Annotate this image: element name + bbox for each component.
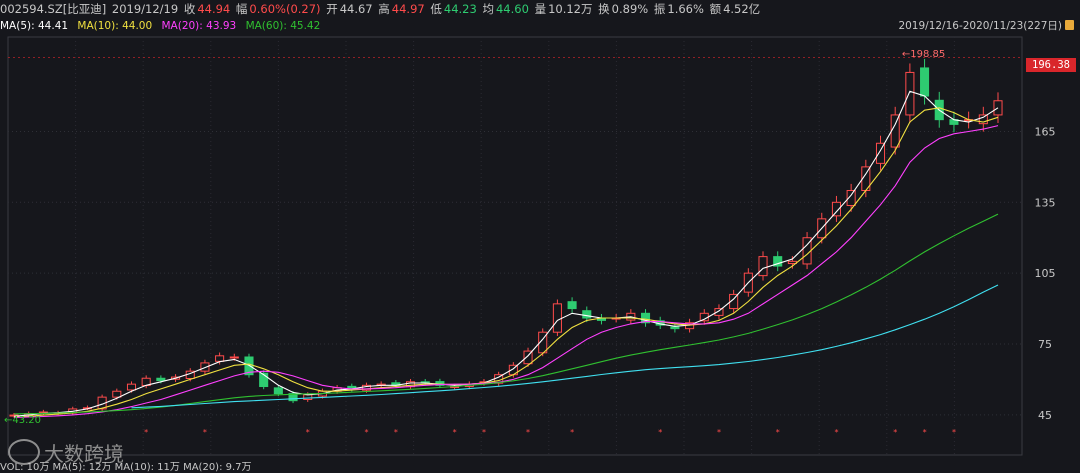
- signal-marker: *: [144, 428, 148, 437]
- candle-body: [905, 71, 915, 116]
- candle-body: [567, 301, 577, 310]
- avg-label: 均: [482, 2, 494, 16]
- volume-legend: VOL: 10万 MA(5): 12万 MA(10): 11万 MA(20): …: [0, 462, 252, 473]
- kline-chart[interactable]: 45 75 105 135 165 ←198.85 ←43.20 * * * * * * * * * * * * * *…: [0, 35, 1080, 462]
- min-annotation: ←43.20: [4, 415, 41, 426]
- candle-body: [259, 372, 269, 388]
- amp-label: 幅: [235, 2, 248, 16]
- current-price-tag: 196.38: [1026, 58, 1076, 72]
- candle-body: [758, 256, 768, 277]
- y-tick-label: 165: [1035, 125, 1056, 138]
- signal-marker: *: [453, 428, 457, 437]
- candle-body: [552, 303, 562, 333]
- candle-body: [890, 114, 900, 148]
- max-annotation: ←198.85: [902, 49, 945, 60]
- candle-body: [229, 356, 239, 359]
- turnover-value: 0.89%: [611, 2, 649, 16]
- signal-marker: *: [717, 428, 721, 437]
- candle-body: [670, 326, 680, 330]
- lock-icon[interactable]: [1065, 20, 1074, 30]
- y-tick-label: 45: [1038, 409, 1052, 422]
- ma5-legend: MA(5): 44.41: [0, 20, 69, 32]
- turnover-label: 换: [598, 2, 610, 16]
- candle-body: [156, 377, 166, 382]
- signal-marker: *: [526, 428, 530, 437]
- close-value: 44.94: [197, 2, 231, 16]
- swing-label: 振: [653, 2, 666, 16]
- watermark: 大数跨境: [8, 438, 124, 467]
- candle-body: [773, 256, 783, 267]
- signal-marker: *: [203, 428, 207, 437]
- signal-marker: *: [893, 428, 897, 437]
- ma-line-ma10: [13, 107, 999, 418]
- signal-marker: *: [306, 428, 310, 437]
- candle-body: [126, 383, 137, 391]
- candle-body: [112, 390, 122, 398]
- ma20-legend: MA(20): 43.93: [161, 20, 237, 32]
- amp-value: 0.60%(0.27): [249, 2, 321, 16]
- candle-body: [523, 350, 533, 365]
- close-label: 收: [183, 2, 196, 16]
- low-label: 低: [430, 2, 442, 16]
- candle-body: [978, 114, 988, 125]
- watermark-text: 大数跨境: [44, 442, 124, 466]
- ma-line-ma120: [131, 284, 999, 409]
- swing-value: 1.66%: [667, 2, 704, 16]
- ma60-legend: MA(60): 45.42: [245, 20, 321, 32]
- watermark-logo-icon: [8, 439, 40, 465]
- signal-marker: *: [394, 428, 398, 437]
- date-range[interactable]: 2019/12/16-2020/11/23(227日): [898, 18, 1074, 34]
- low-value: 44.23: [443, 2, 477, 16]
- candle-body: [640, 312, 651, 324]
- y-tick-label: 75: [1038, 338, 1052, 351]
- ma-line-ma60: [13, 213, 999, 415]
- candle-body: [920, 67, 930, 97]
- y-tick-label: 135: [1035, 196, 1056, 209]
- signal-marker: *: [923, 428, 927, 437]
- candle-body: [273, 387, 283, 395]
- open-value: 44.67: [339, 2, 373, 16]
- amount-value: 4.52亿: [723, 2, 761, 16]
- candle-body: [714, 308, 724, 316]
- ma-legend: MA(5): 44.41 MA(10): 44.00 MA(20): 43.93…: [0, 18, 326, 34]
- candle-body: [288, 393, 298, 402]
- signal-marker: *: [482, 428, 486, 437]
- candle-body: [361, 384, 372, 391]
- plot-frame: [7, 36, 1023, 456]
- quote-info-bar: 002594.SZ[比亚迪] 2019/12/19 收 44.94 幅 0.60%(…: [0, 0, 1080, 18]
- candle-body: [582, 310, 592, 319]
- vol-label: 量: [534, 2, 547, 16]
- ma10-legend: MA(10): 44.00: [77, 20, 153, 32]
- vol-value: 10.12万: [548, 2, 593, 16]
- quote-date: 2019/12/19: [111, 2, 179, 16]
- signal-marker: *: [364, 428, 368, 437]
- high-label: 高: [378, 2, 390, 16]
- signal-marker: *: [834, 428, 838, 437]
- signal-marker: *: [658, 428, 662, 437]
- candle-body: [875, 142, 886, 164]
- avg-value: 44.60: [495, 2, 529, 16]
- signal-marker: *: [776, 428, 780, 437]
- candle-body: [215, 355, 225, 362]
- candle-body: [729, 293, 739, 310]
- candle-body: [846, 190, 856, 206]
- open-label: 开: [326, 2, 338, 16]
- amount-label: 额: [709, 2, 722, 16]
- ma-line-ma20: [13, 125, 999, 419]
- ma-line-ma5: [13, 90, 999, 417]
- signal-marker: *: [570, 428, 574, 437]
- date-range-label: 2019/12/16-2020/11/23(227日): [898, 20, 1062, 32]
- high-value: 44.97: [391, 2, 425, 16]
- signal-marker: *: [952, 428, 956, 437]
- stock-code: 002594.SZ[比亚迪]: [0, 2, 107, 16]
- y-tick-label: 105: [1035, 267, 1056, 280]
- candle-body: [831, 201, 841, 217]
